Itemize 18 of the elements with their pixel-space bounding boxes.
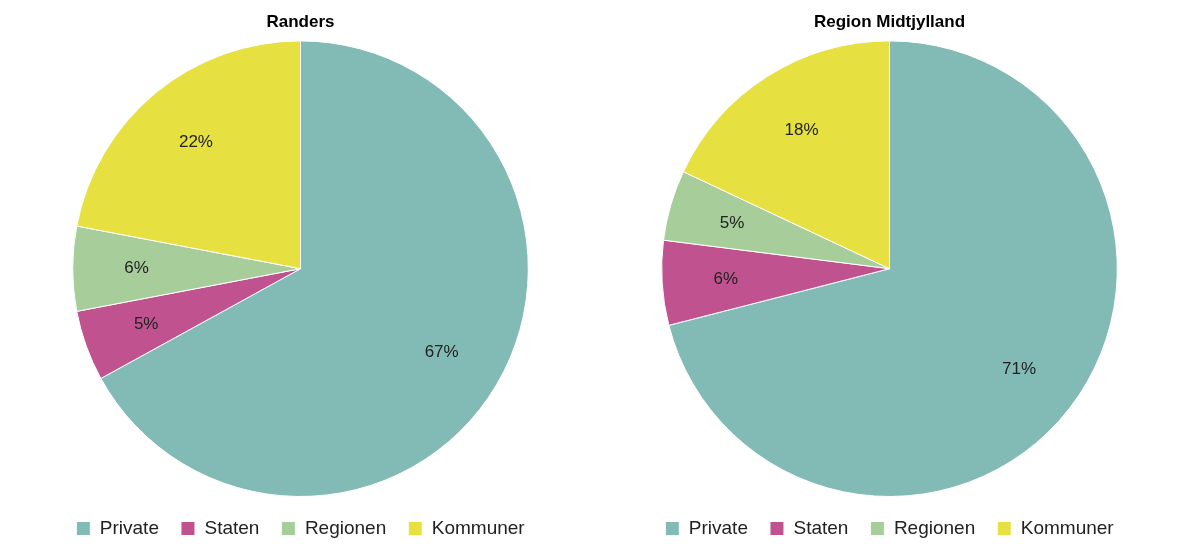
legend-label: Private bbox=[688, 516, 748, 538]
data-label: 67% bbox=[424, 341, 459, 361]
legend-label: Private bbox=[99, 516, 159, 538]
legend-label: Regionen bbox=[893, 516, 976, 538]
legend-label: Staten bbox=[204, 516, 260, 538]
chart-title: Randers bbox=[266, 11, 335, 31]
data-label: 5% bbox=[719, 212, 745, 232]
legend-label: Kommuner bbox=[431, 516, 526, 538]
legend-label: Kommuner bbox=[1020, 516, 1115, 538]
chart-title: Region Midtjylland bbox=[813, 11, 966, 31]
data-label: 22% bbox=[178, 132, 213, 152]
legend-label: Staten bbox=[793, 516, 849, 538]
data-label: 18% bbox=[784, 119, 819, 139]
data-label: 6% bbox=[713, 268, 739, 288]
data-label: 5% bbox=[133, 313, 159, 333]
data-label: 71% bbox=[1002, 358, 1037, 378]
legend-label: Regionen bbox=[304, 516, 387, 538]
data-label: 6% bbox=[124, 258, 149, 278]
